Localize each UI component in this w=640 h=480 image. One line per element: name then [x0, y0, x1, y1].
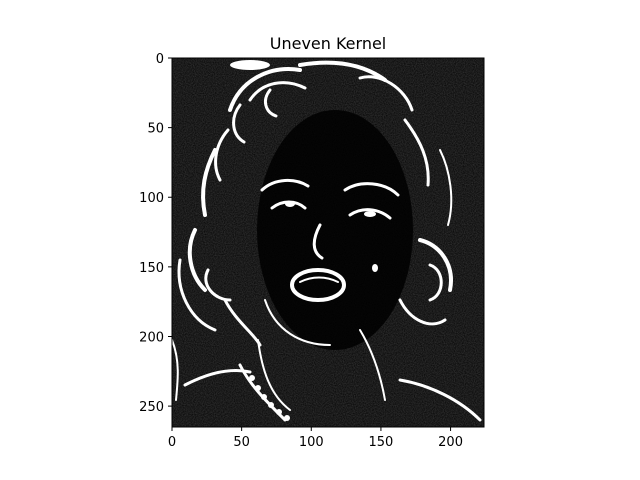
- axes-frame: [171, 57, 485, 428]
- y-tick-label: 100: [139, 191, 164, 206]
- x-tick-label: 150: [369, 435, 394, 450]
- x-tick-label: 0: [168, 435, 176, 450]
- y-tick-label: 150: [139, 261, 164, 276]
- x-tick-label: 50: [233, 435, 250, 450]
- chart-title: Uneven Kernel: [270, 34, 387, 53]
- x-tick-label: 100: [299, 435, 324, 450]
- y-tick-label: 200: [139, 330, 164, 345]
- filtered-image: [172, 58, 484, 427]
- y-axis: 0 50 100 150 200 250: [139, 52, 172, 415]
- y-tick-label: 0: [156, 52, 164, 67]
- y-tick-label: 50: [147, 122, 164, 137]
- y-tick-label: 250: [139, 400, 164, 415]
- x-axis: 0 50 100 150 200: [168, 427, 463, 450]
- x-tick-label: 200: [438, 435, 463, 450]
